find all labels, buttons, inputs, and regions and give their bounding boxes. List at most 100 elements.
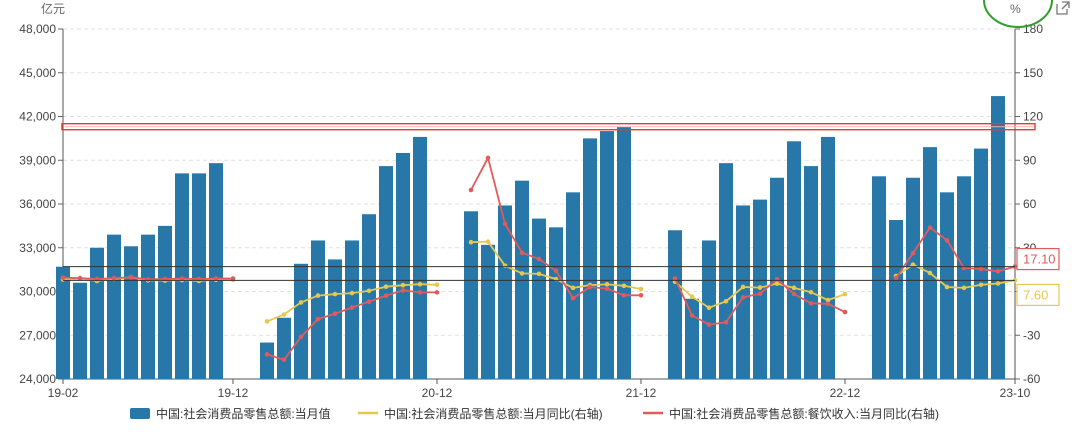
series-point [502,221,508,227]
bar [532,218,546,379]
series-point [536,271,542,277]
bar [617,126,631,379]
series-point [298,300,304,305]
bar [311,240,325,379]
bar [872,176,886,379]
open-in-new-icon[interactable] [1054,0,1072,16]
end-label: 17.10 [1023,252,1056,267]
bar [362,214,376,379]
right-axis-tick-label: 90 [1023,153,1037,167]
series-point [757,285,763,290]
series-point [689,313,695,318]
bar [192,173,206,379]
series-point [910,250,916,256]
series-point [485,239,491,244]
series-point [621,283,627,289]
end-label: 7.60 [1023,287,1048,302]
x-axis-tick-label: 19-12 [218,386,249,400]
bar [685,298,699,379]
series-point [791,291,797,297]
series-point [230,276,236,281]
bar [804,166,818,379]
series-point [264,352,270,357]
right-axis-tick-label: -60 [1023,372,1041,386]
left-axis-tick-label: 42,000 [19,110,56,124]
series-point [995,281,1001,286]
left-axis-tick-label: 48,000 [19,22,56,36]
series-point [842,309,848,315]
series-point [995,269,1001,274]
legend-label: 中国:社会消费品零售总额:餐饮收入:当月同比(右轴) [669,406,939,421]
series-point [145,277,151,282]
bar [668,230,682,379]
left-axis-tick-label: 33,000 [19,241,56,255]
series-point [264,319,270,324]
series-point [434,282,440,288]
highlight-ellipse [983,0,1053,28]
x-axis-tick-label: 23-10 [1000,386,1031,400]
series-point [774,281,780,286]
right-axis-tick-label: 60 [1023,197,1037,211]
x-axis-tick-label: 20-12 [422,386,453,400]
series-point [740,284,746,290]
bar [515,180,529,379]
series-point [808,301,814,306]
bar [209,163,223,379]
bar [787,141,801,379]
bar [73,282,87,379]
series-point [281,312,287,317]
series-point [553,268,559,274]
series-point [502,263,508,268]
bar [379,166,393,379]
series-point [791,285,797,291]
series-point [298,334,304,340]
series-point [570,295,576,301]
end-label-box [1016,283,1060,307]
series-point [468,187,474,193]
legend-label: 中国:社会消费品零售总额:当月同比(右轴) [384,406,603,421]
x-axis-tick-label: 22-12 [830,386,861,400]
bar [107,234,121,379]
bar [141,234,155,379]
series-point [944,238,950,243]
x-axis-tick-label: 21-12 [626,386,657,400]
bar [991,96,1005,379]
left-axis-tick-label: 45,000 [19,66,56,80]
x-axis-tick-label: 19-02 [48,386,79,400]
series-point [808,289,814,295]
series-point [366,288,372,294]
bar [277,317,291,379]
series-point [604,282,610,287]
left-axis-tick-label: 27,000 [19,328,56,342]
bar [498,205,512,379]
series-point [587,284,593,290]
bar [294,263,308,379]
series-point [519,271,525,276]
series-point [910,262,916,267]
series-point [383,284,389,289]
series-point [706,305,712,310]
series-point [315,293,321,298]
highlight-box [61,123,1036,131]
series-point [77,275,83,281]
series-point [366,299,372,305]
series-point [604,286,610,291]
right-axis-tick-label: 120 [1023,110,1043,124]
bar [889,220,903,379]
right-axis-unit: % [1010,2,1021,16]
left-axis-tick-label: 30,000 [19,285,56,299]
series-point [638,292,644,298]
end-label-box [1016,247,1060,271]
bar [923,147,937,379]
series-point [315,316,321,322]
series-point [689,294,695,299]
series-point [978,282,984,288]
axis-layer: 亿元 % 24,000-6027,000-3030,000033,0003036… [19,1,1043,400]
series-point [281,357,287,363]
bar [175,173,189,379]
series-point [400,282,406,288]
series-point [417,290,423,295]
left-axis-tick-label: 36,000 [19,197,56,211]
